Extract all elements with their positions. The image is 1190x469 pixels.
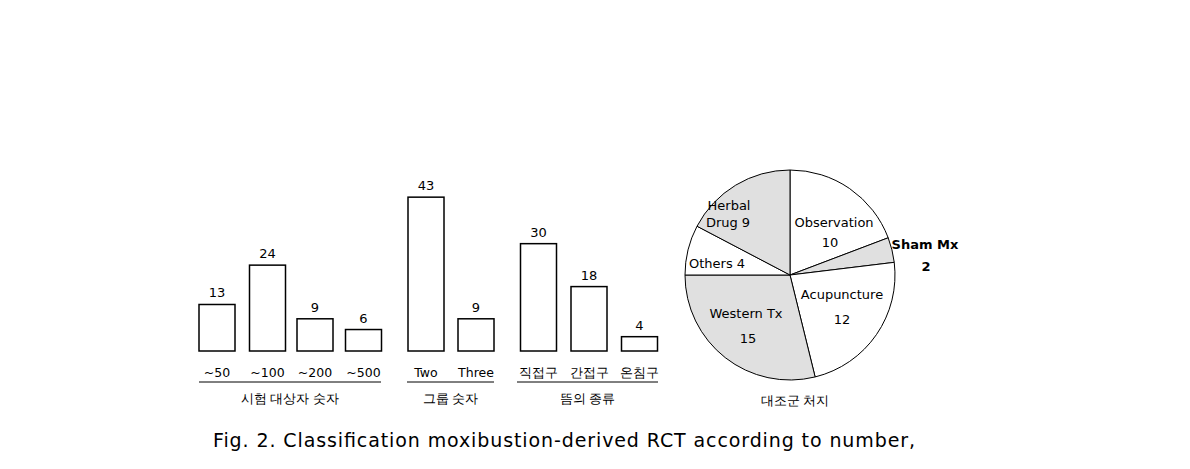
category-label: 직접구 <box>519 365 558 380</box>
slice-label: Western Tx <box>709 306 782 321</box>
pie-chart: Observation 10 Sham Mx 2 Acupuncture 12 Wester… <box>685 170 959 408</box>
data-label: 30 <box>530 225 547 240</box>
category-label: ~200 <box>298 365 332 380</box>
bar <box>521 244 557 351</box>
bar <box>250 265 286 351</box>
slice-label: Others 4 <box>689 256 745 271</box>
data-label: 15 <box>740 331 757 346</box>
bar <box>458 319 494 351</box>
category-label: Two <box>413 365 437 380</box>
bar-chart: 43 Two 9 Three 그룹 숫자 <box>407 178 494 406</box>
data-label: 10 <box>822 235 839 250</box>
category-label: ~500 <box>346 365 380 380</box>
data-label: 9 <box>311 300 319 315</box>
category-label: Three <box>457 365 494 380</box>
data-label: 18 <box>581 268 598 283</box>
category-label: 온침구 <box>620 365 659 380</box>
bar-chart: 30 직접구 18 간접구 4 온침구뜸의 종류 <box>517 225 659 406</box>
pie-slice <box>685 275 815 380</box>
figure: 13~5024~1009~2006~500시험 대상자 숫자43Two9Thre… <box>0 0 1190 469</box>
slice-label: Drug 9 <box>706 215 750 230</box>
category-label: ~100 <box>250 365 284 380</box>
group-line <box>517 382 658 383</box>
data-label: 6 <box>359 311 367 326</box>
category-label: ~50 <box>204 365 230 380</box>
bar-chart: 13 ~50 24 ~100 9 ~200 6 ~500 시험 대상자 숫자 <box>199 246 382 406</box>
data-label: 9 <box>742 215 750 230</box>
slice-label: Observation <box>794 215 873 230</box>
caption: Fig. 2. Classification moxibustion-deriv… <box>213 429 915 451</box>
data-label: 43 <box>418 178 435 193</box>
bar <box>199 304 235 351</box>
axis-label: 시험 대상자 숫자 <box>241 391 340 406</box>
slice-name: Drug <box>706 215 738 230</box>
group-line <box>199 382 381 383</box>
bars <box>408 197 494 351</box>
bar <box>571 287 607 351</box>
slice-label: Sham Mx <box>892 237 959 252</box>
bars <box>521 244 658 351</box>
axis-label: 뜸의 종류 <box>560 391 616 406</box>
bar <box>346 330 382 351</box>
slice-name: Others <box>689 256 733 271</box>
data-label: 2 <box>921 259 930 274</box>
slice-label: Herbal <box>708 198 751 213</box>
data-label: 24 <box>259 246 276 261</box>
data-label: 4 <box>737 256 745 271</box>
bars <box>199 265 382 351</box>
data-label: 13 <box>209 285 226 300</box>
bar <box>622 337 658 351</box>
slice-label: Acupuncture <box>801 287 883 302</box>
axis-label: 대조군 처지 <box>761 393 830 408</box>
bar <box>297 319 333 351</box>
data-label: 9 <box>472 300 480 315</box>
axis-label: 그룹 숫자 <box>423 391 479 406</box>
bar <box>408 197 444 351</box>
data-label: 4 <box>635 318 643 333</box>
category-label: 간접구 <box>570 365 609 380</box>
group-line <box>407 382 494 383</box>
data-label: 12 <box>834 312 851 327</box>
